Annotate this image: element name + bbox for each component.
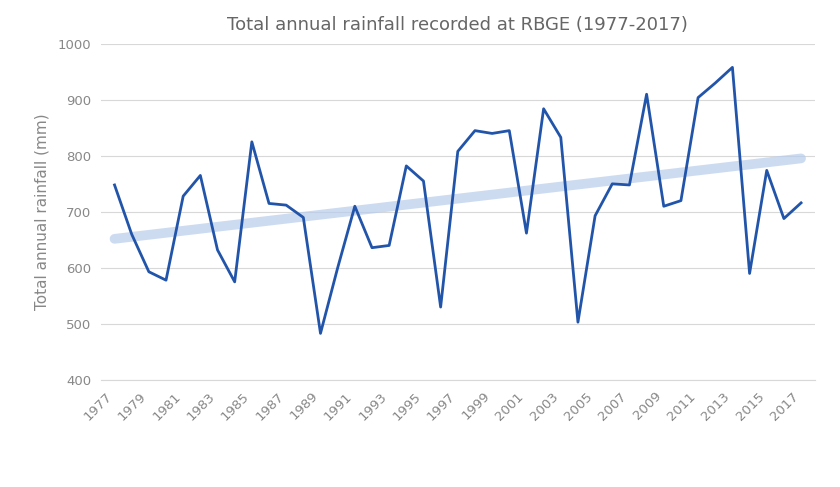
Title: Total annual rainfall recorded at RBGE (1977-2017): Total annual rainfall recorded at RBGE (… xyxy=(228,16,688,34)
Y-axis label: Total annual rainfall (mm): Total annual rainfall (mm) xyxy=(34,113,49,310)
